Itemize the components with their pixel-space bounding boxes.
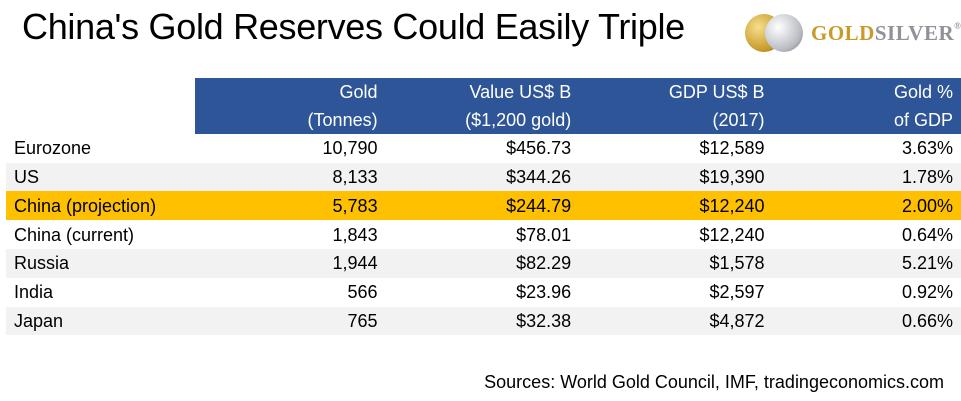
table-row: US 8,133 $344.26 $19,390 1.78% xyxy=(6,162,961,192)
cell-gold-pct: 0.92% xyxy=(901,282,953,303)
goldsilver-logo[interactable]: GOLDSILVER® xyxy=(745,10,961,56)
cell-gold-pct: 0.66% xyxy=(770,306,961,336)
header-gold-pct-unit: of GDP xyxy=(770,106,961,134)
cell-country: Russia xyxy=(6,248,195,278)
cell-value: $244.79 xyxy=(383,191,578,221)
cell-value: $78.01 xyxy=(516,224,572,245)
cell-gold-pct: 5.21% xyxy=(770,248,961,278)
cell-country: India xyxy=(14,282,54,303)
logo-gold-text: GOLD xyxy=(811,20,875,45)
cell-gold: 1,944 xyxy=(194,248,384,278)
cell-gold-pct: 2.00% xyxy=(770,191,961,221)
table-row-highlighted: China (projection) 5,783 $244.79 $12,240… xyxy=(6,191,961,221)
cell-country: Eurozone xyxy=(14,138,92,159)
cell-gold: 5,783 xyxy=(194,191,384,221)
header-row: (Tonnes) ($1,200 gold) (2017) of GDP xyxy=(6,106,961,134)
logo-trademark: ® xyxy=(954,20,961,31)
table-row: China (current) 1,843 $78.01 $12,240 0.6… xyxy=(6,220,961,249)
cell-gdp: $1,578 xyxy=(577,248,771,278)
header-value-unit: ($1,200 gold) xyxy=(383,106,578,134)
cell-value: $456.73 xyxy=(506,138,572,159)
logo-silver-text: SILVER xyxy=(874,20,955,45)
sources-note: Sources: World Gold Council, IMF, tradin… xyxy=(484,372,944,392)
header-cell-blank xyxy=(6,106,195,134)
cell-gold: 765 xyxy=(194,306,384,336)
cell-value: $82.29 xyxy=(383,248,578,278)
header-cell-blank xyxy=(6,78,195,107)
cell-country: US xyxy=(6,162,195,192)
header-gdp: GDP US$ B xyxy=(577,78,771,107)
cell-gold: 10,790 xyxy=(322,138,378,159)
page-title: China's Gold Reserves Could Easily Tripl… xyxy=(22,6,685,47)
cell-gold: 1,843 xyxy=(332,224,378,245)
cell-gdp: $4,872 xyxy=(577,306,771,336)
header-row: Gold Value US$ B GDP US$ B Gold % xyxy=(6,78,961,107)
header-gold: Gold xyxy=(194,78,384,107)
cell-gdp: $12,240 xyxy=(699,224,765,245)
cell-gdp: $2,597 xyxy=(709,282,765,303)
cell-country: China (current) xyxy=(14,224,135,245)
table-row: Russia 1,944 $82.29 $1,578 5.21% xyxy=(6,248,961,278)
header-gold-unit: (Tonnes) xyxy=(194,106,384,134)
header-gdp-unit: (2017) xyxy=(577,106,771,134)
cell-gold-pct: 3.63% xyxy=(901,138,953,159)
cell-value: $32.38 xyxy=(383,306,578,336)
gold-reserves-table: Gold Value US$ B GDP US$ B Gold % (Tonne… xyxy=(6,78,961,336)
cell-gdp: $12,589 xyxy=(699,138,765,159)
header-value: Value US$ B xyxy=(383,78,578,107)
cell-country: China (projection) xyxy=(6,191,195,221)
cell-gdp: $19,390 xyxy=(577,162,771,192)
cell-gold: 8,133 xyxy=(194,162,384,192)
table-row: Japan 765 $32.38 $4,872 0.66% xyxy=(6,306,961,336)
cell-gdp: $12,240 xyxy=(577,191,771,221)
cell-gold-pct: 0.64% xyxy=(901,224,953,245)
cell-gold-pct: 1.78% xyxy=(770,162,961,192)
cell-gold: 566 xyxy=(347,282,378,303)
cell-country: Japan xyxy=(6,306,195,336)
silver-coin-icon xyxy=(765,14,803,52)
logo-text: GOLDSILVER® xyxy=(811,21,961,46)
table-row: Eurozone 10,790 $456.73 $12,589 3.63% xyxy=(6,134,961,163)
table-row: India 566 $23.96 $2,597 0.92% xyxy=(6,278,961,307)
cell-value: $23.96 xyxy=(516,282,572,303)
cell-value: $344.26 xyxy=(383,162,578,192)
header-gold-pct: Gold % xyxy=(770,78,961,107)
